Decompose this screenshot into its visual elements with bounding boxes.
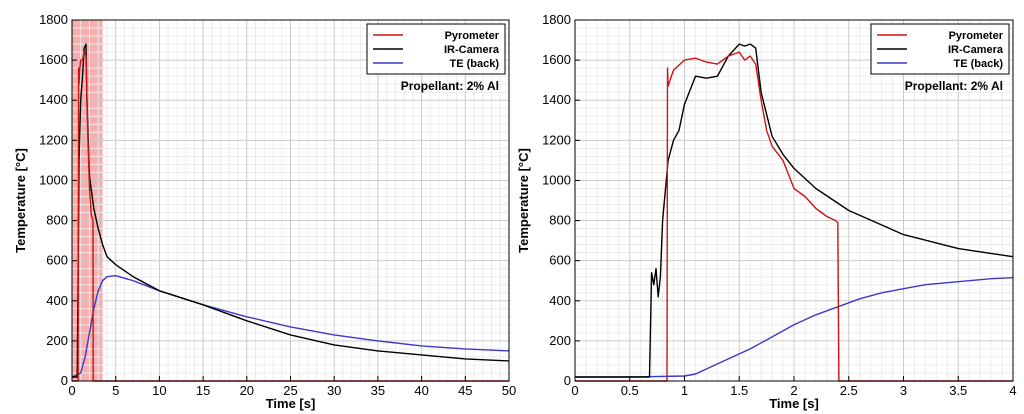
legend-label-te-back-right: TE (back) [953,58,1003,70]
y-tick-label: 1400 [542,92,571,107]
x-tick-label: 50 [502,383,516,398]
y-tick-label: 400 [46,293,68,308]
y-tick-label: 400 [549,293,571,308]
y-tick-label: 1200 [542,132,571,147]
legend-label-pyrometer-right: Pyrometer [949,30,1004,42]
x-tick-label: 3 [900,383,907,398]
series-line-te-back-left [71,275,510,378]
x-tick-label: 25 [283,383,297,398]
legend-label-pyrometer-left: Pyrometer [445,30,500,42]
chart-left: 0 5 10 15 20 25 30 35 40 45 50 0 200 400 600 800 1000 120… [13,12,516,411]
y-tick-label: 600 [46,253,68,268]
series-line-pyrometer-right [575,51,1013,382]
y-tick-label: 600 [549,253,571,268]
legend-left: Pyrometer IR-Camera TE (back) [366,23,506,75]
x-tick-label: 5 [112,383,119,398]
x-axis-label-right: Time [s] [769,396,819,411]
chart-right: 0 0.5 1 1.5 2 2.5 3 3.5 4 0 200 400 600 800 1000 1200 14… [516,12,1017,411]
x-tick-label: 20 [240,383,254,398]
legend-label-te-back-left: TE (back) [449,58,499,70]
x-tick-label: 0 [571,383,578,398]
x-tick-label: 0 [68,383,75,398]
y-axis-label-right: Temperature [°C] [516,148,531,253]
series-line-ir-camera-right [575,43,1014,378]
y-tick-label: 1000 [39,172,68,187]
y-tick-label: 0 [564,373,571,388]
y-tick-label: 200 [46,333,68,348]
x-axis-label-left: Time [s] [266,396,316,411]
x-tick-label: 30 [327,383,341,398]
x-tick-label: 40 [414,383,428,398]
y-tick-label: 1600 [542,52,571,67]
legend-right: Pyrometer IR-Camera TE (back) [870,23,1010,75]
y-tick-label: 1800 [542,12,571,27]
y-axis-label-left: Temperature [°C] [13,148,28,253]
x-tick-label: 1.5 [730,383,748,398]
series-line-ir-camera-left [72,43,510,378]
y-tick-label: 1000 [542,172,571,187]
grid-left [71,19,510,382]
y-tick-label: 1400 [39,92,68,107]
y-tick-label: 200 [549,333,571,348]
y-tick-label: 800 [46,213,68,228]
x-tick-label: 15 [196,383,210,398]
annotation-right: Propellant: 2% Al [905,79,1003,93]
legend-label-ir-camera-right: IR-Camera [948,44,1004,56]
x-tick-label: 3.5 [949,383,967,398]
y-tick-label: 1800 [39,12,68,27]
y-tick-label: 1600 [39,52,68,67]
x-tick-label: 2.5 [840,383,858,398]
x-tick-label: 1 [681,383,688,398]
y-tick-label: 800 [549,213,571,228]
legend-label-ir-camera-left: IR-Camera [444,44,500,56]
series-line-te-back-right [575,277,1014,378]
x-tick-label: 0.5 [621,383,639,398]
x-tick-label: 10 [152,383,166,398]
x-tick-label: 45 [458,383,472,398]
y-tick-label: 0 [61,373,68,388]
x-tick-label: 4 [1009,383,1016,398]
x-tick-label: 35 [371,383,385,398]
x-tick-label: 2 [790,383,797,398]
annotation-left: Propellant: 2% Al [401,79,499,93]
y-tick-label: 1200 [39,132,68,147]
